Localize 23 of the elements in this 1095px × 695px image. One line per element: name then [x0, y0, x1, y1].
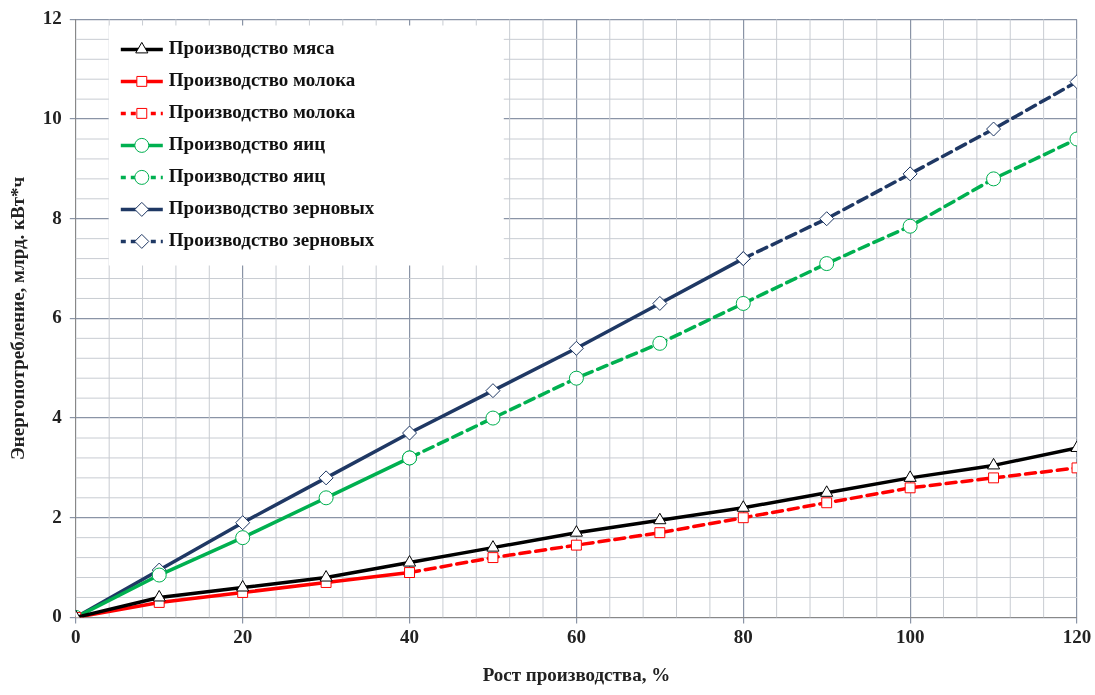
y-axis-title: Энергопотребление, млрд. кВт*ч	[7, 176, 29, 461]
y-tick-label: 10	[42, 106, 62, 128]
legend-label: Производство мяса	[168, 37, 335, 59]
x-tick-label: 100	[895, 625, 925, 647]
y-tick-label: 0	[52, 605, 62, 627]
legend-label: Производство яиц	[168, 165, 326, 187]
legend-label: Производство зерновых	[168, 197, 375, 219]
x-tick-label: 120	[1062, 625, 1092, 647]
legend-label: Производство молока	[168, 69, 356, 91]
x-tick-label: 0	[71, 625, 81, 647]
x-tick-label: 60	[566, 625, 586, 647]
legend-label: Производство яиц	[168, 133, 326, 155]
y-tick-label: 8	[52, 206, 62, 228]
x-tick-label: 20	[233, 625, 253, 647]
y-tick-label: 12	[42, 7, 62, 29]
x-tick-label: 80	[733, 625, 753, 647]
legend-label: Производство зерновых	[168, 229, 375, 251]
y-tick-label: 2	[52, 505, 62, 527]
legend-label: Производство молока	[168, 101, 356, 123]
y-tick-label: 4	[52, 405, 63, 427]
x-tick-label: 40	[400, 625, 420, 647]
x-axis-title: Рост производства, %	[482, 663, 671, 685]
y-tick-label: 6	[52, 306, 62, 328]
